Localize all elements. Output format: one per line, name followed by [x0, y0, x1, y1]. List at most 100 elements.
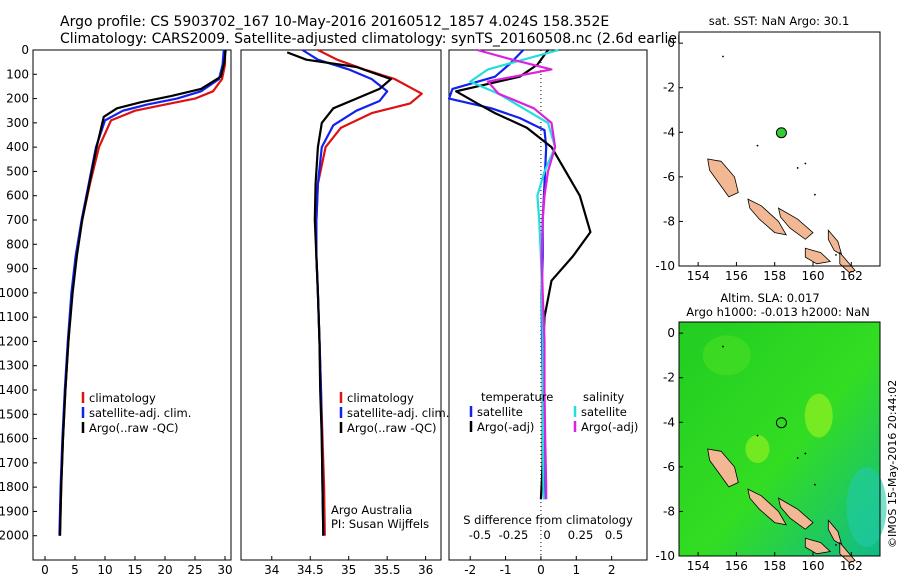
island-shape	[804, 537, 832, 555]
header-line-2: Climatology: CARS2009. Satellite-adjuste…	[60, 31, 689, 47]
map-title-line-1: Altim. SLA: 0.017	[720, 291, 819, 305]
y-tick-label: 100	[6, 67, 29, 81]
legend-entry: satellite-adj. clim.	[89, 406, 191, 420]
island-shape	[839, 251, 856, 274]
heatmap-blob	[702, 335, 751, 376]
islet-dot	[804, 452, 807, 455]
x-tick-label: 156	[725, 559, 748, 573]
top-tick-label: 0.5	[605, 528, 623, 542]
legend-title-salinity: salinity	[583, 390, 624, 404]
island-shape	[777, 207, 814, 240]
y-tick-label: 1500	[0, 407, 29, 421]
islet-dot	[756, 144, 759, 147]
islet-dot	[804, 162, 807, 165]
y-tick-label: -6	[663, 460, 675, 474]
y-tick-label: 1800	[0, 480, 29, 494]
island-shape	[804, 247, 832, 265]
y-tick-label: 1100	[0, 310, 29, 324]
temperature-panel: 0 5 10 15 20 25 300100200300400500600700800900…	[0, 43, 233, 580]
sla-map-panel: 154 156 158 160 162 0 -2 -4 -6 -8 -10 Altim. SLA: 0…	[655, 291, 887, 573]
series-line-argo-raw-qc-	[58, 49, 227, 536]
x-tick-label: 10	[97, 563, 112, 577]
top-tick-label: -0.5	[469, 528, 491, 542]
island-shape	[827, 229, 843, 256]
y-tick-label: -10	[655, 549, 675, 563]
y-tick-label: -2	[663, 371, 675, 385]
x-tick-label: 156	[725, 269, 748, 283]
x-tick-label: 158	[763, 559, 786, 573]
salinity-panel: 3434.53535.536salinityclimatologysatelli…	[240, 49, 449, 580]
y-tick-label: -8	[663, 504, 675, 518]
island-shape	[747, 198, 787, 236]
y-tick-label: -6	[663, 170, 675, 184]
x-tick-label: 30	[217, 563, 232, 577]
y-tick-label: 1700	[0, 456, 29, 470]
x-tick-label: 162	[840, 559, 863, 573]
map-title: sat. SST: NaN Argo: 30.1	[709, 14, 850, 28]
island-shape	[839, 541, 856, 564]
islet-dot	[722, 345, 724, 348]
y-tick-label: 400	[6, 140, 29, 154]
island-shape	[707, 158, 739, 198]
legend-entry: satellite	[477, 405, 523, 419]
x-tick-label: -2	[464, 563, 476, 577]
annotation-line-1: Argo Australia	[331, 503, 412, 517]
x-tick-label: 15	[127, 563, 142, 577]
y-tick-label: 900	[6, 262, 29, 276]
series-line-salinity-argo-adj-	[477, 48, 557, 500]
series-line-salinity-satellite	[469, 48, 559, 500]
x-tick-label: -1	[500, 563, 512, 577]
legend-entry: satellite-adj. clim.	[347, 406, 449, 420]
islet-dot	[814, 193, 816, 196]
plot-frame	[32, 49, 232, 561]
y-tick-label: 1200	[0, 334, 29, 348]
x-tick-label: 160	[802, 559, 825, 573]
y-tick-label: 1400	[0, 383, 29, 397]
islet-dot	[835, 543, 837, 546]
header-line-1: Argo profile: CS 5903702_167 10-May-2016…	[60, 14, 610, 30]
y-tick-label: 200	[6, 92, 29, 106]
y-tick-label: 0	[21, 43, 29, 57]
x-tick-label: 2	[608, 563, 616, 577]
x-tick-label: 25	[187, 563, 202, 577]
y-tick-label: 300	[6, 116, 29, 130]
legend-entry: Argo(..raw -QC)	[89, 421, 179, 435]
map-frame	[678, 31, 881, 267]
x-tick-label: 154	[687, 269, 710, 283]
x-tick-label: 34	[264, 563, 279, 577]
x-tick-label: 0	[41, 563, 49, 577]
difference-panel: -2-1012T difference from climatology-0.5…	[447, 48, 648, 580]
y-tick-label: 600	[6, 189, 29, 203]
islet-dot	[796, 167, 799, 169]
legend-entry: climatology	[89, 391, 156, 405]
legend-entry: climatology	[347, 391, 414, 405]
island-shape	[827, 519, 843, 546]
map-frame	[678, 321, 881, 557]
legend-entry: Argo(-adj)	[581, 420, 638, 434]
islet-dot	[722, 55, 724, 58]
x-tick-label: 154	[687, 559, 710, 573]
y-tick-label: 800	[6, 237, 29, 251]
legend-entry: Argo(..raw -QC)	[347, 421, 437, 435]
x-tick-label: 35	[341, 563, 356, 577]
x-tick-label: 160	[802, 269, 825, 283]
top-tick-label: -0.25	[499, 528, 529, 542]
y-tick-label: -4	[663, 125, 675, 139]
x-tick-label: 34.5	[297, 563, 324, 577]
annotation-line-2: PI: Susan Wijffels	[331, 517, 429, 531]
y-tick-label: 1300	[0, 359, 29, 373]
islet-dot	[835, 253, 837, 256]
y-tick-label: -10	[655, 259, 675, 273]
y-tick-label: -4	[663, 415, 675, 429]
top-axis-label: S difference from climatology	[463, 513, 633, 527]
x-tick-label: 5	[71, 563, 79, 577]
y-tick-label: -8	[663, 214, 675, 228]
y-tick-label: -2	[663, 81, 675, 95]
x-tick-label: 158	[763, 269, 786, 283]
map-title-line-2: Argo h1000: -0.013 h2000: NaN	[686, 305, 870, 319]
island-shape	[707, 448, 739, 488]
heatmap-blob	[846, 466, 887, 547]
island-shape	[747, 488, 787, 526]
y-tick-label: 0	[667, 326, 675, 340]
